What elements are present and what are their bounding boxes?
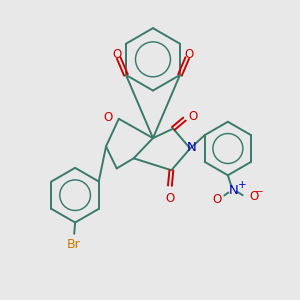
- Text: O: O: [103, 111, 112, 124]
- Text: O: O: [185, 48, 194, 61]
- Text: N: N: [228, 184, 238, 196]
- Text: O: O: [249, 190, 259, 203]
- Text: −: −: [255, 187, 264, 197]
- Text: O: O: [112, 48, 121, 61]
- Text: O: O: [189, 110, 198, 123]
- Text: Br: Br: [66, 238, 80, 251]
- Text: O: O: [212, 193, 221, 206]
- Text: +: +: [238, 180, 247, 190]
- Text: O: O: [165, 192, 175, 205]
- Text: N: N: [187, 140, 196, 154]
